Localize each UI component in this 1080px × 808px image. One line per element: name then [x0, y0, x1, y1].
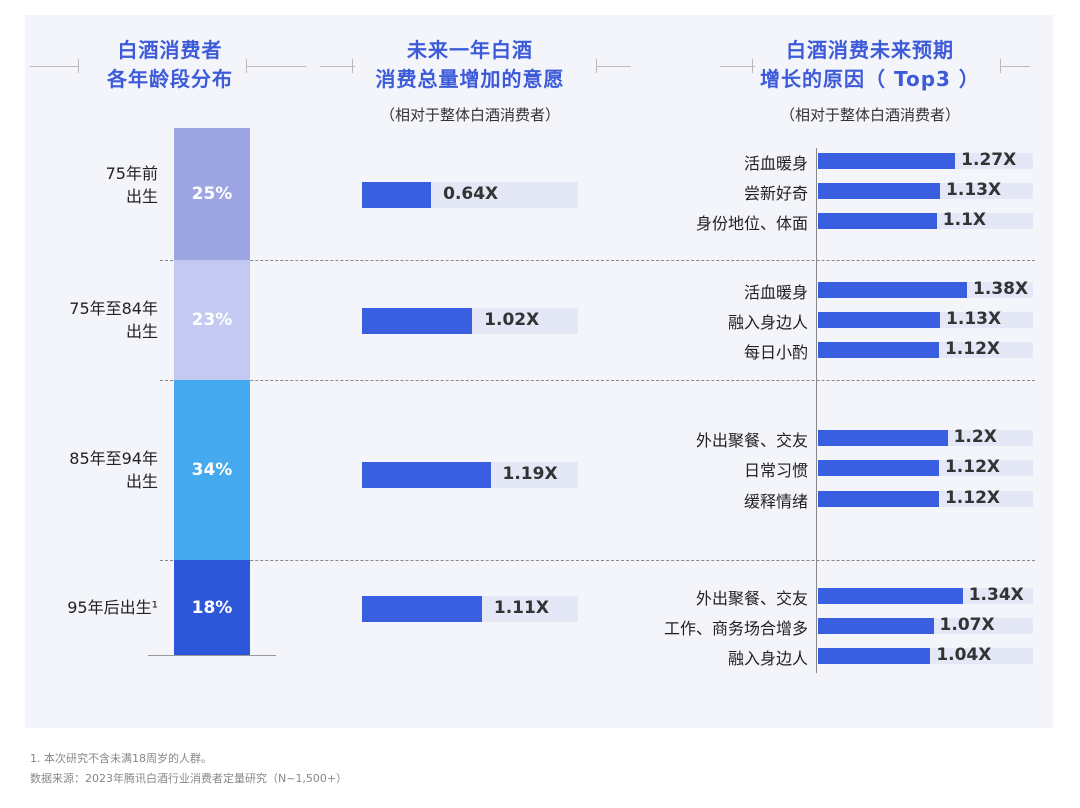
reason-bar-track: [818, 213, 1033, 229]
reason-value: 1.12X: [944, 457, 1001, 477]
reason-value: 1.27X: [961, 150, 1017, 170]
reason-bar: [818, 618, 934, 634]
age-label-line: 95年后出生¹: [67, 597, 158, 617]
reason-bar: [818, 153, 956, 169]
age-label-line: 75年至84年: [69, 299, 158, 318]
reason-label: 活血暖身: [743, 154, 808, 173]
age-label: 75年前出生: [106, 162, 158, 208]
reason-bar: [818, 648, 931, 664]
reason-label: 融入身边人: [727, 313, 808, 332]
age-label-line: 75年前: [105, 164, 158, 183]
reason-label: 每日小酌: [743, 343, 808, 362]
reason-bar: [818, 342, 939, 358]
reason-bar-track: [818, 342, 1033, 358]
title-decoration-line: [1000, 66, 1030, 67]
col2-title: 未来一年白酒 消费总量增加的意愿: [375, 38, 565, 91]
reason-bar: [818, 183, 941, 199]
willingness-value: 1.02X: [484, 310, 540, 330]
reason-label: 活血暖身: [743, 283, 808, 302]
willingness-value: 1.11X: [493, 598, 549, 618]
reason-bar-track: [818, 153, 1033, 169]
age-label: 75年至84年出生: [69, 297, 158, 343]
age-segment: 18%: [174, 560, 250, 655]
title-decoration-tick: [352, 59, 353, 73]
col2-subtitle: （相对于整体白酒消费者）: [379, 106, 560, 124]
right-axis-line: [816, 148, 817, 673]
reason-label: 身份地位、体面: [695, 214, 808, 233]
reason-bar: [818, 491, 939, 507]
title-decoration-line: [720, 66, 755, 67]
reason-label: 缓释情绪: [743, 492, 808, 511]
willingness-bar: [362, 462, 491, 488]
reason-bar: [818, 282, 968, 298]
reason-label: 日常习惯: [743, 461, 808, 480]
reason-value: 1.13X: [946, 309, 1002, 329]
willingness-bar-track: [362, 182, 578, 208]
age-segment: 25%: [174, 128, 250, 260]
reason-bar-track: [818, 430, 1033, 446]
reason-bar-track: [818, 312, 1033, 328]
willingness-bar: [362, 182, 432, 208]
age-segment: 23%: [174, 260, 250, 380]
reason-value: 1.38X: [973, 279, 1029, 299]
group-divider: [160, 560, 1035, 561]
col3-subtitle: （相对于整体白酒消费者）: [779, 106, 960, 124]
reason-bar-track: [818, 491, 1033, 507]
reason-value: 1.34X: [968, 585, 1024, 605]
reason-bar-track: [818, 618, 1033, 634]
reason-label: 外出聚餐、交友: [695, 431, 808, 450]
reason-bar: [818, 312, 941, 328]
baseline: [148, 655, 276, 656]
age-label-line: 出生: [125, 322, 158, 341]
reason-bar-track: [818, 460, 1033, 476]
title-decoration-tick: [752, 59, 753, 73]
age-label-line: 出生: [125, 187, 158, 206]
willingness-bar-track: [362, 596, 578, 622]
reason-value: 1.12X: [944, 339, 1001, 359]
reason-label: 尝新好奇: [743, 184, 808, 203]
reason-value: 1.1X: [942, 210, 987, 230]
reason-value: 1.12X: [944, 488, 1001, 508]
reason-value: 1.04X: [936, 645, 992, 665]
willingness-value: 1.19X: [502, 464, 558, 484]
reason-label: 工作、商务场合增多: [663, 619, 808, 638]
title-decoration-line: [246, 66, 306, 67]
title-decoration-line: [320, 66, 355, 67]
willingness-bar: [362, 308, 473, 334]
title-decoration-tick: [78, 59, 79, 73]
group-divider: [160, 260, 1035, 261]
title-decoration-line: [596, 66, 631, 67]
group-divider: [160, 380, 1035, 381]
title-decoration-tick: [596, 59, 597, 73]
reason-bar-track: [818, 282, 1033, 298]
willingness-bar-track: [362, 462, 578, 488]
age-label: 95年后出生¹: [67, 596, 158, 619]
data-source: 数据来源：2023年腾讯白酒行业消费者定量研究（N~1,500+）: [30, 772, 348, 785]
col1-title: 白酒消费者 各年龄段分布: [107, 38, 233, 91]
reason-value: 1.07X: [939, 615, 995, 635]
age-label-line: 85年至94年: [69, 449, 158, 468]
age-segment: 34%: [174, 380, 250, 560]
col3-title: 白酒消费未来预期 增长的原因（ Top3 ）: [760, 38, 980, 91]
reason-label: 融入身边人: [727, 649, 808, 668]
age-label-line: 出生: [125, 472, 158, 491]
reason-bar: [818, 430, 948, 446]
willingness-bar: [362, 596, 482, 622]
title-decoration-tick: [1000, 59, 1001, 73]
reason-value: 1.2X: [953, 427, 997, 447]
reason-bar: [818, 588, 963, 604]
willingness-bar-track: [362, 308, 578, 334]
reason-label: 外出聚餐、交友: [695, 589, 808, 608]
footnote: 1. 本次研究不含未满18周岁的人群。: [30, 752, 212, 765]
reason-bar: [818, 460, 939, 476]
title-decoration-line: [30, 66, 78, 67]
title-decoration-tick: [246, 59, 247, 73]
reason-bar-track: [818, 183, 1033, 199]
age-label: 85年至94年出生: [69, 447, 158, 493]
reason-bar-track: [818, 588, 1033, 604]
reason-value: 1.13X: [946, 180, 1002, 200]
reason-bar-track: [818, 648, 1033, 664]
willingness-value: 0.64X: [443, 184, 499, 204]
reason-bar: [818, 213, 937, 229]
